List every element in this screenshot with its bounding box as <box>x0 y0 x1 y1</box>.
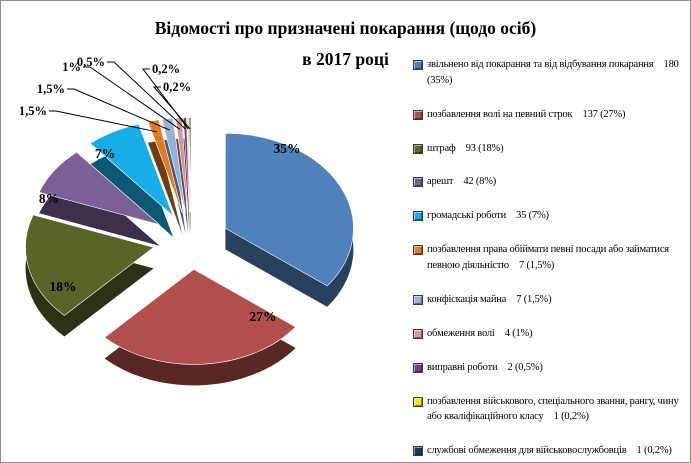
pie-slice-10 <box>188 117 192 213</box>
pie-slice-side-5 <box>147 140 183 235</box>
legend-text: позбавлення волі на певний строк 137 (27… <box>427 108 626 120</box>
slice-pct-label-8: 0,5% <box>77 55 105 69</box>
pie-slice-2 <box>25 214 155 316</box>
legend-text: конфіскація майна 7 (1,5%) <box>427 293 552 305</box>
legend-item-4: громадські роботи 35 (7%) <box>413 208 687 224</box>
legend-text: позбавлення права обіймати певні посади … <box>427 244 669 271</box>
legend-text: звільнено від покарання та від відбуванн… <box>427 59 679 86</box>
legend-marker <box>413 362 423 373</box>
chart-title-line1: Відомості про призначені покарання (щодо… <box>154 18 537 38</box>
pie-slice-1 <box>104 269 297 365</box>
legend-item-2: штраф 93 (18%) <box>413 141 687 157</box>
legend-marker <box>413 396 423 407</box>
legend-text: громадські роботи 35 (7%) <box>427 210 549 222</box>
slice-pct-label-5: 1,5% <box>19 104 47 118</box>
legend-item-0: звільнено від покарання та від відбуванн… <box>413 57 687 89</box>
slice-pct-label-0: 35% <box>274 141 301 156</box>
leader-line-10 <box>152 86 191 130</box>
slice-pct-label-1: 27% <box>250 309 277 324</box>
slice-pct-label-10: 0,2% <box>163 80 191 94</box>
slice-pct-label-7: 1% <box>62 60 81 74</box>
slice-pct-label-6: 1,5% <box>37 82 65 96</box>
legend-marker <box>413 109 423 120</box>
pie-slice-6 <box>161 117 186 213</box>
legend-marker <box>413 328 423 339</box>
slice-pct-label-4: 7% <box>95 146 115 161</box>
legend-item-3: арешт 42 (8%) <box>413 174 687 190</box>
legend-marker <box>413 211 423 222</box>
leader-line-7 <box>83 66 181 130</box>
pie-slice-5 <box>147 119 183 214</box>
legend-item-10: службові обмеження для військовослужбовц… <box>413 443 687 459</box>
pie-slice-0 <box>225 133 354 287</box>
legend-text: арешт 42 (8%) <box>427 176 497 188</box>
legend-item-7: обмеження волі 4 (1%) <box>413 326 687 342</box>
legend: звільнено від покарання та від відбуванн… <box>413 57 687 459</box>
legend-item-8: виправні роботи 2 (0,5%) <box>413 360 687 376</box>
pie-slice-3 <box>38 151 160 226</box>
pie-slice-8 <box>182 117 190 213</box>
legend-marker <box>413 60 423 70</box>
legend-marker <box>413 177 423 188</box>
legend-item-5: позбавлення права обіймати певні посади … <box>413 242 687 274</box>
slice-pct-label-3: 8% <box>39 191 59 206</box>
pie-slice-side-4 <box>90 145 174 237</box>
legend-text: обмеження волі 4 (1%) <box>427 327 533 339</box>
legend-text: службові обмеження для військовослужбовц… <box>427 445 672 457</box>
legend-marker <box>413 143 423 154</box>
slice-pct-label-9: 0,2% <box>152 62 180 76</box>
leader-line-5 <box>49 110 157 133</box>
pie-slice-4 <box>89 123 174 217</box>
pie-slice-7 <box>175 117 189 213</box>
legend-marker <box>413 446 423 457</box>
legend-text: позбавлення військового, спеціального зв… <box>427 395 679 423</box>
legend-item-9: позбавлення військового, спеціального зв… <box>413 394 687 426</box>
legend-marker <box>413 294 423 305</box>
legend-text: виправні роботи 2 (0,5%) <box>427 361 543 373</box>
legend-text: штраф 93 (18%) <box>427 142 504 154</box>
leader-line-8 <box>107 61 186 130</box>
legend-item-6: конфіскація майна 7 (1,5%) <box>413 292 687 308</box>
leader-line-6 <box>67 88 170 131</box>
chart-title: Відомості про призначені покарання (щодо… <box>1 13 690 74</box>
chart-title-line2: в 2017 році <box>302 48 389 69</box>
slice-pct-label-2: 18% <box>50 279 77 294</box>
legend-marker <box>413 245 423 256</box>
legend-item-1: позбавлення волі на певний строк 137 (27… <box>413 107 687 123</box>
pie-slice-9 <box>186 117 191 213</box>
